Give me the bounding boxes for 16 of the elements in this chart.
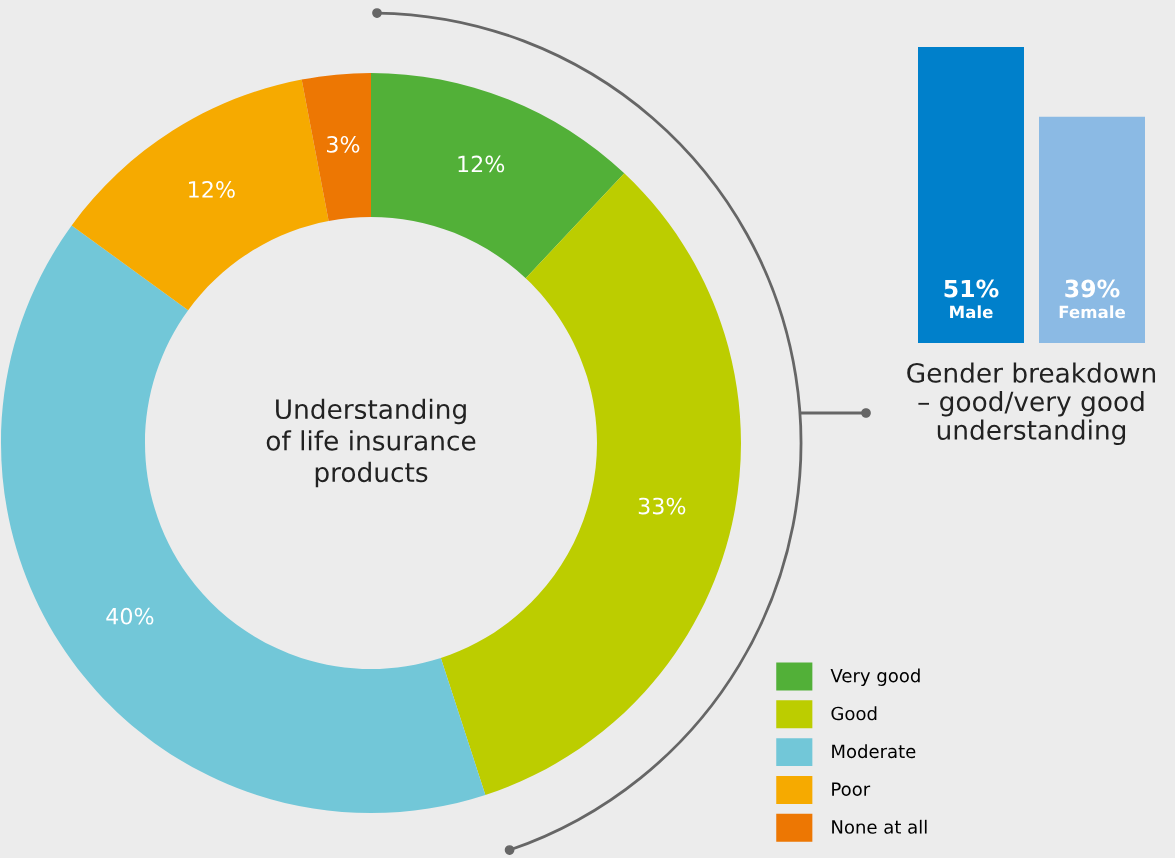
data-label: 33% bbox=[638, 497, 686, 515]
legend-label: None at all bbox=[832, 819, 927, 834]
legend-label: Very good bbox=[830, 668, 920, 686]
legend-label: Poor bbox=[832, 782, 871, 796]
category-label: Male bbox=[950, 305, 993, 319]
data-label: 40% bbox=[106, 607, 154, 625]
data-label: 12% bbox=[458, 155, 505, 173]
data-label: 12% bbox=[189, 181, 235, 198]
legend-label: Good bbox=[831, 706, 877, 721]
legend-label: Moderate bbox=[832, 744, 916, 759]
data-label: 3% bbox=[327, 135, 360, 153]
data-label: 39% bbox=[1065, 279, 1120, 298]
category-label: Female bbox=[1059, 305, 1126, 319]
data-label: 51% bbox=[944, 279, 999, 298]
x-axis-title: Gender breakdown – good/very good understanding bbox=[907, 362, 1156, 446]
text: Understanding of life insurance products bbox=[266, 398, 476, 488]
